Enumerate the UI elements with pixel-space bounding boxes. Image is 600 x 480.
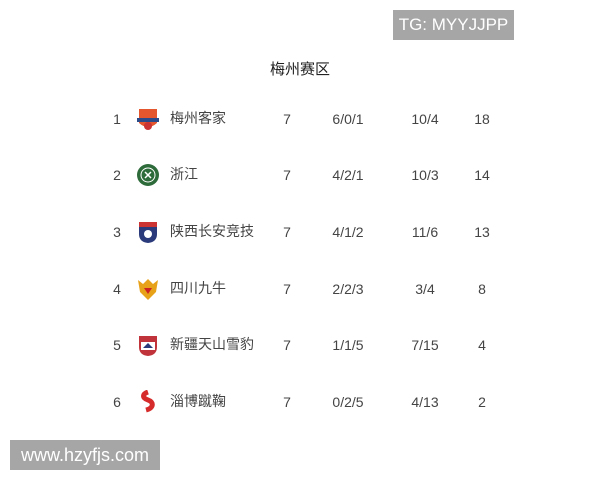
watermark-url: www.hzyfjs.com [10, 440, 160, 470]
rank: 1 [113, 111, 121, 127]
table-row: 6 淄博蹴鞠 7 0/2/5 4/13 2 [0, 387, 600, 417]
points: 2 [478, 394, 486, 410]
matches-played: 7 [283, 394, 291, 410]
table-row: 4 四川九牛 7 2/2/3 3/4 8 [0, 274, 600, 304]
rank: 4 [113, 281, 121, 297]
watermark-tg: TG: MYYJJPP [393, 10, 514, 40]
points: 8 [478, 281, 486, 297]
rank: 2 [113, 167, 121, 183]
xinjiang-tianshan-crest-icon [136, 333, 160, 357]
meizhou-hakka-crest-icon [136, 107, 160, 131]
win-draw-loss: 1/1/5 [332, 337, 364, 353]
matches-played: 7 [283, 337, 291, 353]
team-name: 陕西长安竞技 [170, 224, 254, 240]
table-row: 3 陕西长安竞技 7 4/1/2 11/6 13 [0, 217, 600, 247]
rank: 3 [113, 224, 121, 240]
points: 13 [474, 224, 490, 240]
page-title: 梅州赛区 [269, 60, 330, 78]
rank: 5 [113, 337, 121, 353]
win-draw-loss: 4/1/2 [332, 224, 364, 240]
goals-for-against: 10/4 [411, 111, 439, 127]
zibo-cuju-crest-icon [136, 389, 160, 414]
points: 18 [474, 111, 490, 127]
matches-played: 7 [283, 224, 291, 240]
team-name: 四川九牛 [170, 281, 226, 297]
table-row: 5 新疆天山雪豹 7 1/1/5 7/15 4 [0, 330, 600, 360]
goals-for-against: 4/13 [411, 394, 439, 410]
points: 4 [478, 337, 486, 353]
team-name: 淄博蹴鞠 [170, 394, 226, 410]
matches-played: 7 [283, 167, 291, 183]
win-draw-loss: 2/2/3 [332, 281, 364, 297]
shaanxi-changan-crest-icon [136, 220, 160, 244]
team-name: 新疆天山雪豹 [170, 337, 254, 353]
matches-played: 7 [283, 111, 291, 127]
sichuan-jiuniu-crest-icon [136, 277, 160, 301]
goals-for-against: 3/4 [415, 281, 435, 297]
goals-for-against: 10/3 [411, 167, 439, 183]
win-draw-loss: 0/2/5 [332, 394, 364, 410]
points: 14 [474, 167, 490, 183]
team-name: 梅州客家 [170, 111, 226, 127]
matches-played: 7 [283, 281, 291, 297]
team-name: 浙江 [170, 167, 198, 183]
rank: 6 [113, 394, 121, 410]
goals-for-against: 7/15 [411, 337, 439, 353]
win-draw-loss: 6/0/1 [332, 111, 364, 127]
zhejiang-crest-icon [136, 163, 160, 187]
win-draw-loss: 4/2/1 [332, 167, 364, 183]
table-row: 2 浙江 7 4/2/1 10/3 14 [0, 160, 600, 190]
goals-for-against: 11/6 [411, 224, 439, 240]
table-row: 1 梅州客家 7 6/0/1 10/4 18 [0, 104, 600, 134]
